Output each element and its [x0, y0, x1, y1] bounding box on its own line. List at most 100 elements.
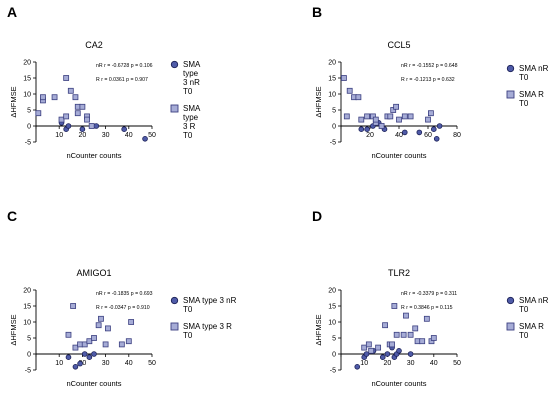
y-tick-label: 0 [27, 352, 31, 359]
stats-text: R r = 0.0361 p = 0.907 [96, 77, 148, 83]
panel-letter: D [312, 208, 323, 224]
data-point-circle [81, 351, 88, 357]
legend: SMA nR T0 SMA R T0 [506, 64, 549, 116]
y-tick-label: 15 [328, 304, 336, 311]
legend-item: SMA nR T0 [506, 296, 549, 314]
y-tick-label: 15 [328, 76, 336, 83]
data-point-square [387, 113, 394, 120]
data-point-square [378, 123, 385, 129]
data-point-circle [363, 351, 370, 357]
legend-item: SMA type 3 nR T0 [170, 60, 200, 96]
y-tick-label: 10 [23, 92, 31, 99]
y-tick-label: -5 [25, 368, 31, 375]
legend-label: SMA R T0 [519, 90, 544, 108]
data-point-square [95, 322, 102, 329]
x-tick-label: 40 [395, 132, 403, 139]
data-point-square [79, 103, 86, 110]
stats-text: nR r = -0.1835 p = 0.693 [96, 291, 153, 297]
stats-text: nR r = -0.6728 p = 0.106 [96, 63, 153, 69]
x-tick-label: 50 [148, 132, 156, 139]
y-tick-label: 0 [332, 352, 336, 359]
x-tick-label: 60 [424, 132, 432, 139]
chart-ccl5: CCL5 nR r = -0.1552 p = 0.648 R r = -0.121… [314, 40, 461, 160]
stats-text: R r = -0.1213 p = 0.632 [401, 77, 455, 83]
x-tick-label: 50 [148, 360, 156, 367]
data-point-circle [384, 351, 391, 357]
legend-label: SMA nR T0 [519, 64, 549, 82]
y-tick-label: 10 [328, 320, 336, 327]
y-tick-label: 5 [332, 108, 336, 115]
data-point-circle [407, 351, 414, 357]
panel-letter: A [7, 4, 18, 20]
data-point-square [419, 338, 426, 345]
y-tick-label: 20 [23, 288, 31, 295]
y-axis-label: ΔHFMSE [9, 314, 18, 345]
x-axis-label: nCounter counts [66, 151, 121, 160]
y-tick-label: 15 [23, 76, 31, 83]
data-point-square [393, 331, 400, 338]
y-tick-label: 15 [23, 304, 31, 311]
data-point-square [343, 113, 350, 120]
data-point-square [70, 303, 77, 309]
data-point-square [425, 116, 431, 123]
square-marker-icon [506, 322, 515, 333]
data-point-circle [65, 123, 72, 129]
data-point-square [382, 322, 388, 329]
y-axis-label: ΔHFMSE [314, 86, 323, 117]
data-point-square [118, 341, 125, 348]
stats-text: nR r = -0.1552 p = 0.648 [401, 63, 458, 69]
y-tick-label: -5 [330, 368, 336, 375]
data-point-square [67, 87, 74, 94]
x-axis-label: nCounter counts [371, 379, 426, 388]
data-point-square [412, 325, 419, 332]
legend: SMA nR T0 SMA R T0 [506, 296, 549, 348]
data-point-square [86, 338, 93, 345]
data-point-circle [86, 354, 93, 360]
data-point-square [407, 113, 414, 120]
data-point-square [98, 315, 104, 322]
x-tick-label: 10 [55, 132, 63, 139]
data-point-square [35, 110, 42, 117]
chart-amigo1: AMIGO1 nR r = -0.1835 p = 0.693 R r = -0.0… [9, 268, 156, 388]
data-point-circle [431, 126, 437, 132]
y-tick-label: 20 [328, 60, 336, 67]
data-point-square [65, 331, 72, 338]
data-point-square [58, 116, 65, 123]
stats-text: nR r = -0.3379 p = 0.311 [401, 291, 457, 297]
data-point-circle [142, 136, 148, 142]
legend: SMA type 3 nR T0 SMA type 3 R T0 [170, 296, 243, 348]
x-tick-label: 30 [407, 360, 415, 367]
data-point-square [74, 110, 81, 117]
data-point-circle [436, 123, 443, 129]
x-tick-label: 10 [55, 360, 63, 367]
stats-text: R r = -0.0347 p = 0.910 [96, 305, 150, 311]
x-tick-label: 80 [453, 132, 461, 139]
legend-label: SMA type 3 R T0 [183, 104, 200, 140]
legend-label: SMA type 3 R T0 [183, 322, 232, 340]
x-tick-label: 30 [102, 132, 110, 139]
circle-marker-icon [170, 60, 179, 71]
data-point-square [51, 94, 58, 101]
data-point-circle [354, 364, 361, 370]
data-point-square [105, 325, 111, 332]
x-tick-label: 20 [384, 360, 392, 367]
data-point-square [396, 116, 402, 123]
legend-item: SMA R T0 [506, 322, 549, 340]
data-point-square [72, 344, 79, 351]
data-point-square [368, 347, 375, 354]
data-point-square [423, 315, 430, 322]
data-point-square [128, 319, 135, 325]
data-point-square [355, 94, 362, 101]
data-point-circle [91, 351, 97, 357]
data-point-square [341, 75, 347, 81]
x-tick-label: 10 [360, 360, 368, 367]
legend-item: SMA type 3 nR T0 [170, 296, 243, 314]
data-point-square [365, 341, 372, 348]
data-point-square [346, 87, 353, 94]
data-point-square [375, 344, 382, 351]
data-point-square [88, 123, 95, 129]
y-tick-label: 5 [27, 336, 31, 343]
x-axis-label: nCounter counts [66, 379, 121, 388]
data-point-circle [402, 129, 408, 136]
data-point-square [125, 338, 132, 345]
